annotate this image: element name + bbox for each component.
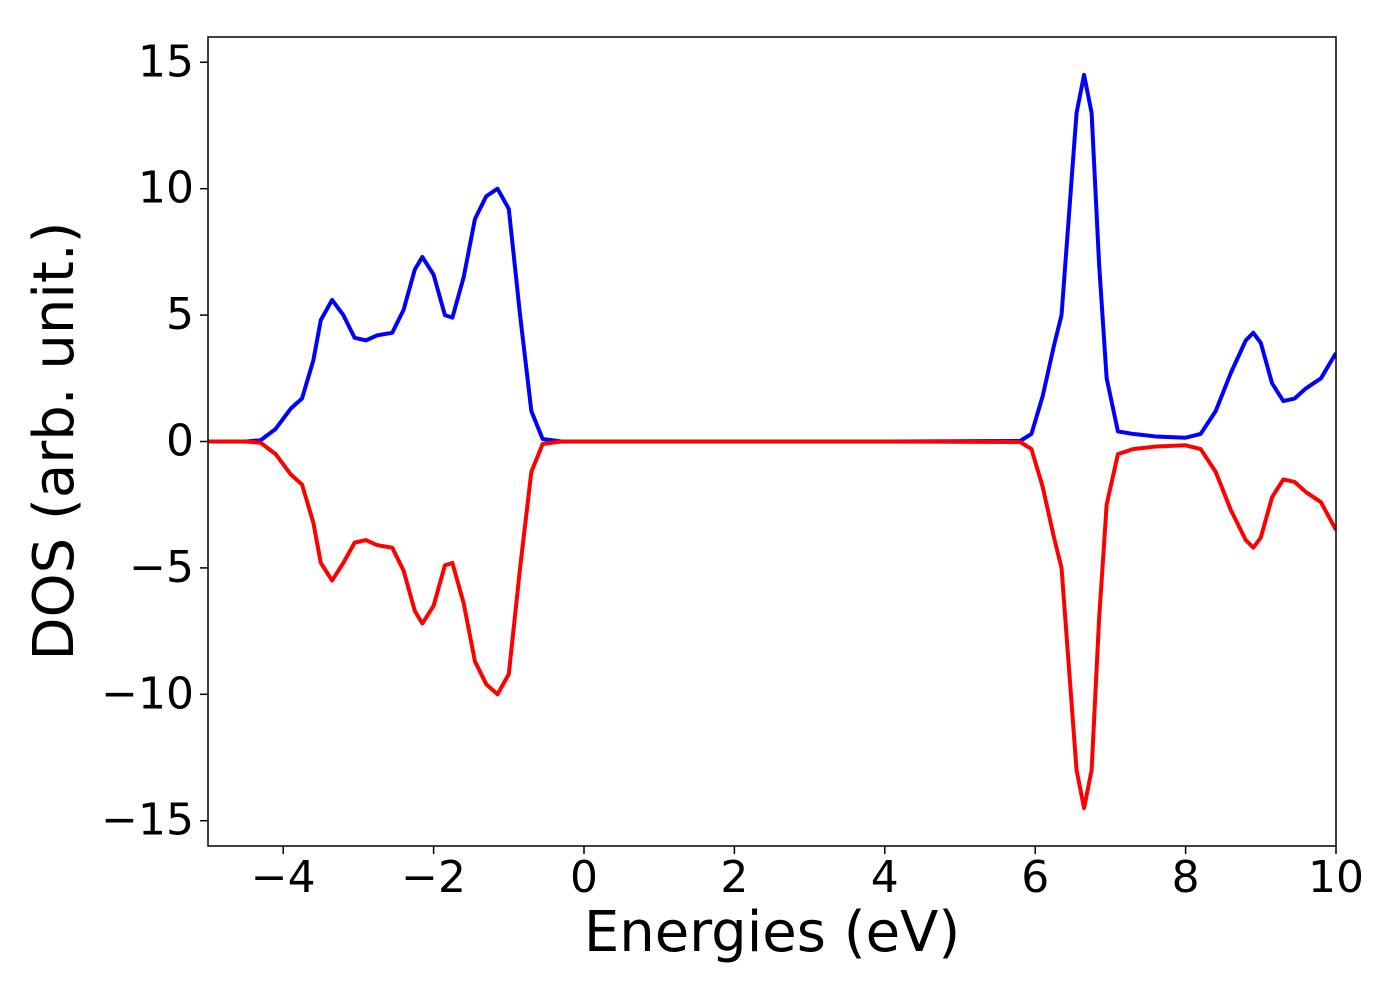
y-tick-label: −15 xyxy=(101,795,194,846)
line xyxy=(208,439,1336,811)
x-tick-label: 8 xyxy=(1172,852,1200,903)
y-axis-label: DOS (arb. unit.) xyxy=(22,221,87,660)
plot-frame xyxy=(207,36,1337,847)
x-tick-label: 6 xyxy=(1021,852,1049,903)
y-tick-label: −10 xyxy=(101,668,194,719)
line xyxy=(208,72,1336,444)
y-tick-label: −5 xyxy=(129,542,194,593)
x-axis-label: Energies (eV) xyxy=(584,900,960,965)
y-tick-label: 5 xyxy=(166,289,194,340)
x-tick-label: 10 xyxy=(1308,852,1364,903)
x-tick-label: 0 xyxy=(570,852,598,903)
y-tick-label: 10 xyxy=(138,163,194,214)
y-tick-label: 0 xyxy=(166,416,194,467)
x-tick-label: −4 xyxy=(251,852,316,903)
x-tick-label: 2 xyxy=(720,852,748,903)
x-tick-label: −2 xyxy=(401,852,466,903)
y-tick-label: 15 xyxy=(138,36,194,87)
x-tick-label: 4 xyxy=(871,852,899,903)
